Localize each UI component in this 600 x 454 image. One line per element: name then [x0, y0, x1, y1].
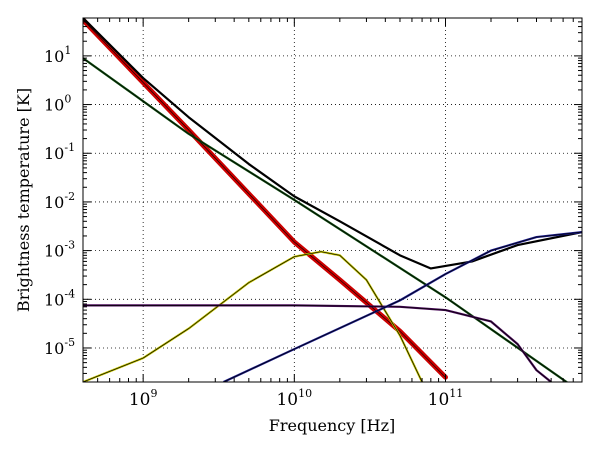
x-tick-label-exponent: 10: [298, 387, 312, 400]
y-axis-title: Brightness temperature [K]: [14, 88, 33, 312]
y-tick-label-exponent: 1: [64, 44, 71, 57]
x-tick-label: 1010: [276, 387, 312, 410]
series-line-2-core: [83, 18, 582, 269]
y-tick-label-exponent: -5: [64, 336, 75, 349]
y-tick-label: 10-5: [44, 336, 75, 358]
plot-background: [83, 18, 582, 382]
y-tick-label: 10-4: [44, 287, 75, 309]
x-tick-label: 1011: [428, 387, 464, 410]
y-tick-label-base: 10: [44, 242, 64, 261]
y-tick-label: 10-1: [44, 141, 75, 163]
y-tick-label-base: 10: [44, 339, 64, 358]
y-tick-label-exponent: -2: [64, 190, 75, 203]
y-tick-label-base: 10: [44, 290, 64, 309]
series-line-5-core: [223, 231, 582, 382]
series-layer: [83, 18, 582, 382]
y-tick-label-base: 10: [44, 47, 64, 66]
y-tick-label: 10-3: [44, 239, 75, 261]
y-tick-label: 10-2: [44, 190, 75, 212]
y-tick-label-base: 10: [44, 193, 64, 212]
x-tick-label-base: 10: [276, 390, 298, 410]
x-tick-label: 109: [129, 387, 158, 410]
y-tick-label-exponent: 0: [64, 93, 71, 106]
series-line-4-core: [83, 305, 552, 382]
y-tick-label-base: 10: [44, 96, 64, 115]
y-tick-label-exponent: -4: [64, 287, 75, 300]
y-tick-label: 100: [44, 93, 71, 115]
x-tick-label-base: 10: [428, 390, 450, 410]
plot-frame: [82, 17, 583, 383]
series-line-0-core: [83, 19, 446, 378]
x-axis-title: Frequency [Hz]: [269, 416, 396, 435]
y-tick-label-exponent: -1: [64, 141, 75, 154]
x-tick-label-base: 10: [129, 390, 151, 410]
y-tick-label-base: 10: [44, 144, 64, 163]
series-line-1-core: [83, 57, 568, 382]
y-tick-label: 101: [44, 44, 71, 66]
x-tick-label-exponent: 9: [150, 387, 157, 400]
x-tick-label-exponent: 11: [449, 387, 463, 400]
y-tick-label-exponent: -3: [64, 239, 75, 252]
